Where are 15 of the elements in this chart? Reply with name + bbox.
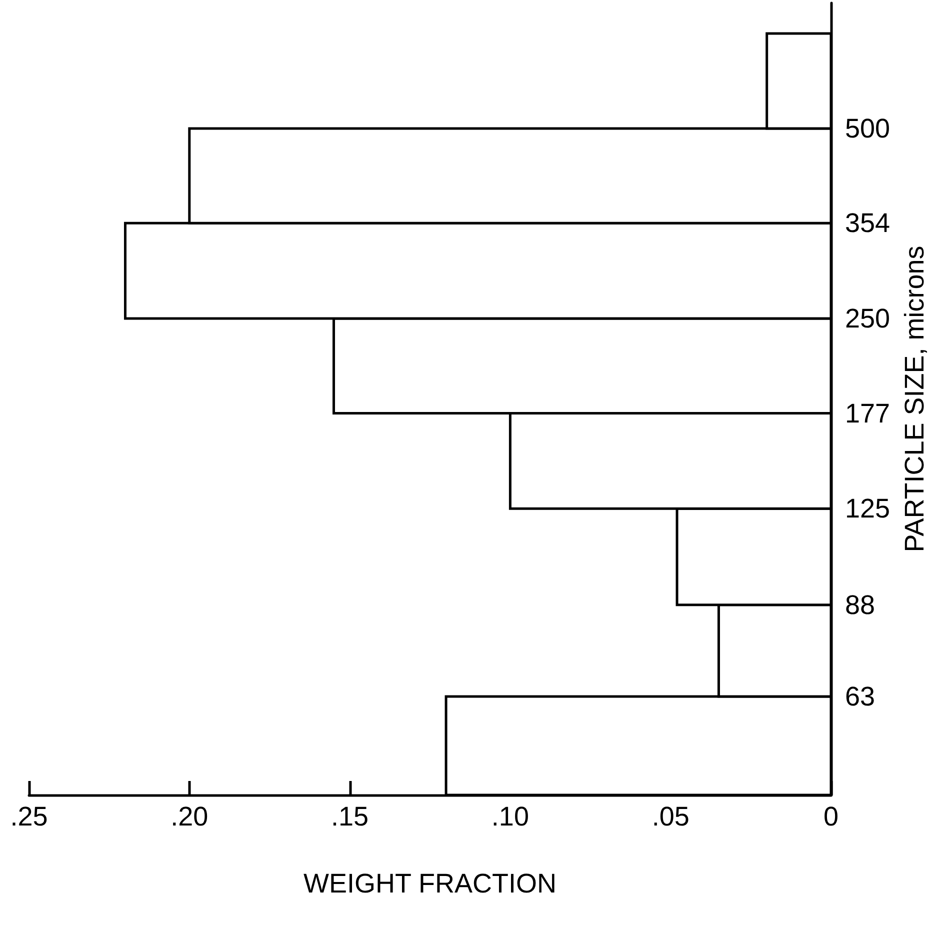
x-tick-label: .15 <box>331 802 369 832</box>
y-tick-label: 177 <box>845 398 890 428</box>
y-tick-label: 125 <box>845 494 890 524</box>
x-tick-label: 0 <box>823 802 839 832</box>
x-tick-label: .25 <box>10 802 48 832</box>
y-tick-label: 250 <box>845 304 890 334</box>
y-tick-label: 63 <box>845 682 876 712</box>
y-tick-label: 88 <box>845 590 876 620</box>
x-tick-label: .05 <box>652 802 690 832</box>
y-tick-label: 500 <box>845 113 890 144</box>
y-axis-title: PARTICLE SIZE, microns <box>899 246 930 552</box>
x-tick-label: .20 <box>170 802 208 832</box>
x-axis-title: WEIGHT FRACTION <box>304 868 556 898</box>
x-tick-label: .10 <box>491 802 529 832</box>
y-tick-label: 354 <box>845 208 890 238</box>
